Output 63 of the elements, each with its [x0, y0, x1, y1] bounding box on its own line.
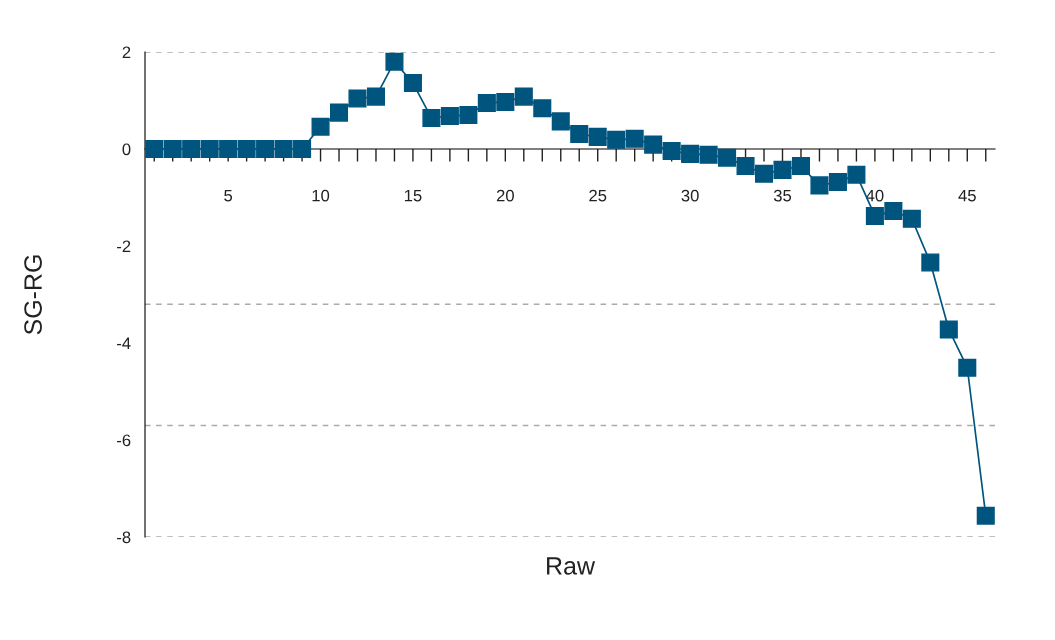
- point: [163, 139, 182, 159]
- point: [681, 144, 700, 163]
- point: [958, 358, 977, 377]
- point: [847, 165, 866, 184]
- point: [329, 103, 349, 122]
- point: [256, 139, 275, 159]
- point: [145, 139, 164, 159]
- point: [570, 124, 589, 143]
- y-tick-label: -4: [117, 337, 131, 350]
- point: [791, 156, 811, 176]
- x-tick-label: 10: [312, 189, 330, 202]
- y-axis-title: SG-RG: [24, 255, 42, 335]
- x-tick-label: 15: [404, 189, 422, 202]
- point: [237, 139, 256, 159]
- point: [939, 320, 958, 339]
- point: [385, 52, 404, 71]
- point: [810, 176, 829, 195]
- point: [274, 139, 293, 159]
- x-tick-label: 35: [773, 189, 792, 202]
- point: [976, 506, 995, 525]
- point: [348, 89, 367, 108]
- point: [496, 92, 515, 111]
- point: [366, 87, 386, 106]
- point: [662, 141, 681, 160]
- point: [773, 160, 792, 179]
- y-tick-label: 2: [122, 46, 131, 59]
- point: [588, 127, 607, 146]
- y-tick-label: 0: [122, 143, 131, 156]
- point: [644, 135, 663, 154]
- x-tick-label: 20: [496, 189, 514, 202]
- point: [884, 202, 903, 221]
- point: [921, 253, 940, 272]
- y-tick-label: -6: [117, 434, 131, 447]
- point: [551, 112, 570, 131]
- point: [200, 139, 219, 159]
- x-tick-label: 25: [589, 189, 607, 202]
- point: [625, 129, 644, 148]
- point: [754, 164, 774, 183]
- x-tick-label: 45: [958, 189, 976, 202]
- x-tick-label: 5: [224, 189, 233, 202]
- point: [718, 148, 737, 167]
- x-tick-label: 40: [866, 189, 884, 202]
- point: [182, 139, 201, 159]
- x-axis-title: Raw: [547, 557, 596, 575]
- point: [607, 130, 626, 149]
- point: [219, 139, 238, 159]
- y-tick-label: -2: [117, 240, 131, 253]
- point: [459, 106, 478, 125]
- point: [514, 87, 533, 106]
- point: [736, 156, 755, 176]
- point: [403, 74, 422, 93]
- point: [311, 117, 330, 136]
- point: [865, 206, 884, 225]
- point: [533, 99, 552, 118]
- point: [902, 209, 921, 228]
- point: [828, 172, 847, 192]
- y-tick-label: -8: [117, 531, 131, 544]
- point: [422, 108, 441, 127]
- point: [477, 93, 496, 112]
- point: [699, 145, 718, 164]
- point: [293, 139, 312, 159]
- x-tick-label: 30: [681, 189, 699, 202]
- point: [440, 106, 459, 126]
